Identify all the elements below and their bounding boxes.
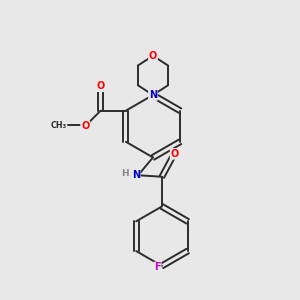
Text: N: N: [132, 170, 140, 180]
Text: O: O: [81, 121, 89, 131]
Text: H: H: [121, 169, 128, 178]
Text: N: N: [149, 90, 157, 100]
Text: O: O: [149, 51, 157, 61]
Text: O: O: [97, 81, 105, 91]
Text: F: F: [154, 262, 161, 272]
Text: O: O: [170, 149, 179, 159]
Text: CH₃: CH₃: [50, 121, 67, 130]
